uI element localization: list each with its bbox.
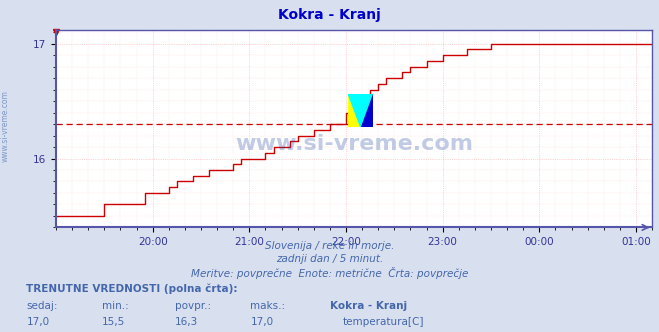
Text: 17,0: 17,0 [250,317,273,327]
Polygon shape [361,94,374,127]
Text: zadnji dan / 5 minut.: zadnji dan / 5 minut. [276,254,383,264]
Text: www.si-vreme.com: www.si-vreme.com [1,90,10,162]
Text: Kokra - Kranj: Kokra - Kranj [278,8,381,22]
Text: 16,3: 16,3 [175,317,198,327]
Polygon shape [349,94,374,127]
Polygon shape [349,94,361,127]
Text: temperatura[C]: temperatura[C] [343,317,424,327]
Text: Meritve: povprečne  Enote: metrične  Črta: povprečje: Meritve: povprečne Enote: metrične Črta:… [191,267,468,279]
Text: 15,5: 15,5 [102,317,125,327]
Text: povpr.:: povpr.: [175,301,211,311]
Text: Slovenija / reke in morje.: Slovenija / reke in morje. [265,241,394,251]
Text: TRENUTNE VREDNOSTI (polna črta):: TRENUTNE VREDNOSTI (polna črta): [26,284,238,294]
Text: min.:: min.: [102,301,129,311]
Text: 17,0: 17,0 [26,317,49,327]
Text: sedaj:: sedaj: [26,301,58,311]
Text: www.si-vreme.com: www.si-vreme.com [235,134,473,154]
Text: maks.:: maks.: [250,301,285,311]
Text: Kokra - Kranj: Kokra - Kranj [330,301,407,311]
